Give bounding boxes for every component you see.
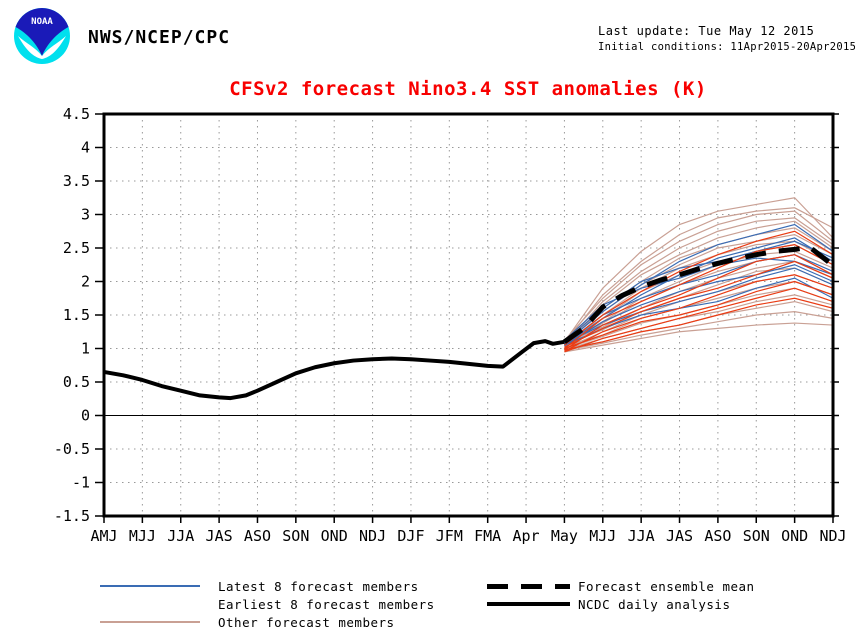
x-tick-label: FMA xyxy=(474,527,501,545)
legend-line-ncdc xyxy=(487,602,570,606)
ncdc-analysis-line xyxy=(103,339,565,401)
x-tick-label: NDJ xyxy=(359,527,386,545)
member-line-other xyxy=(563,197,833,343)
x-tick-label: MJJ xyxy=(589,527,616,545)
legend-label-latest: Latest 8 forecast members xyxy=(218,578,419,594)
x-tick-label: AMJ xyxy=(90,527,117,545)
x-tick-label: OND xyxy=(781,527,808,545)
member-line-earliest xyxy=(564,230,833,346)
legend-item-earliest-members: Earliest 8 forecast members xyxy=(100,595,435,613)
x-tick-label: ASO xyxy=(704,527,731,545)
x-tick-label: JJA xyxy=(628,527,655,545)
member-line-earliest xyxy=(564,287,833,353)
y-tick-label: 0.5 xyxy=(63,373,90,391)
y-tick-label: -1 xyxy=(72,474,90,492)
x-tick-label: May xyxy=(551,527,578,545)
noaa-logo-text: NOAA xyxy=(31,17,53,27)
x-tick-label: DJF xyxy=(397,527,424,545)
member-line-other xyxy=(564,220,833,343)
member-line-earliest xyxy=(564,260,833,348)
member-line-other xyxy=(564,260,833,344)
member-lines xyxy=(563,197,833,353)
y-tick-label: 3.5 xyxy=(63,172,90,190)
legend-label-other: Other forecast members xyxy=(218,614,395,630)
member-line-other xyxy=(564,311,833,352)
axis-ticks xyxy=(95,113,839,523)
x-tick-label: JJA xyxy=(167,527,194,545)
member-line-earliest xyxy=(564,274,833,352)
x-tick-label: JFM xyxy=(436,527,463,545)
agency-title: NWS/NCEP/CPC xyxy=(88,27,231,48)
legend-item-other-members: Other forecast members xyxy=(100,613,395,631)
initial-conditions-text: Initial conditions: 11Apr2015-20Apr2015 xyxy=(598,41,855,53)
legend-item-ncdc-analysis: NCDC daily analysis xyxy=(487,595,731,613)
member-line-other xyxy=(563,217,833,345)
y-tick-label: 2.5 xyxy=(63,239,90,257)
x-tick-label: NDJ xyxy=(819,527,846,545)
member-line-other xyxy=(564,322,833,353)
member-line-earliest xyxy=(564,280,833,350)
x-tick-label: OND xyxy=(321,527,348,545)
y-tick-label: 3 xyxy=(81,206,90,224)
member-line-earliest xyxy=(564,297,833,351)
last-update-text: Last update: Tue May 12 2015 xyxy=(598,24,815,38)
noaa-logo: NOAA xyxy=(14,8,70,64)
x-tick-label: JAS xyxy=(666,527,693,545)
member-line-latest xyxy=(564,257,833,341)
x-tick-label: SON xyxy=(743,527,770,545)
legend-line-ensemble-mean xyxy=(487,583,570,589)
member-line-earliest xyxy=(564,254,833,351)
y-tick-label: 4 xyxy=(81,139,90,157)
noaa-logo-gull xyxy=(18,36,66,59)
x-tick-label: SON xyxy=(282,527,309,545)
y-tick-label: 1 xyxy=(81,340,90,358)
legend-item-latest-members: Latest 8 forecast members xyxy=(100,577,419,595)
y-tick-label: 1.5 xyxy=(63,306,90,324)
y-tick-label: 4.5 xyxy=(63,105,90,123)
legend-line-latest xyxy=(100,585,200,587)
x-tick-label: MJJ xyxy=(129,527,156,545)
member-line-other xyxy=(563,210,833,341)
y-tick-label: -1.5 xyxy=(54,507,90,525)
axis-labels: -1.5 -1 -0.5 0 0.5 1 1.5 2 2.5 3 3.5 4 4.5 AMJ MJJ JJA J… xyxy=(54,105,847,545)
noaa-logo-sky xyxy=(15,8,69,56)
legend-item-ensemble-mean: Forecast ensemble mean xyxy=(487,577,755,595)
member-line-earliest xyxy=(564,244,833,349)
grid-lines xyxy=(104,114,833,516)
ensemble-mean-line xyxy=(562,244,833,344)
legend-label-ncdc: NCDC daily analysis xyxy=(578,596,731,612)
y-tick-label: 2 xyxy=(81,273,90,291)
x-tick-label: JAS xyxy=(206,527,233,545)
x-tick-label: ASO xyxy=(244,527,271,545)
chart-title: CFSv2 forecast Nino3.4 SST anomalies (K) xyxy=(229,78,707,100)
x-tick-label: Apr xyxy=(513,527,540,545)
legend-line-other xyxy=(100,621,200,623)
member-line-other xyxy=(563,207,833,344)
member-line-latest xyxy=(564,240,833,343)
legend-label-earliest: Earliest 8 forecast members xyxy=(218,596,435,612)
y-tick-label: 0 xyxy=(81,407,90,425)
member-line-latest xyxy=(564,223,833,344)
legend-label-ensemble-mean: Forecast ensemble mean xyxy=(578,578,755,594)
y-tick-label: -0.5 xyxy=(54,440,90,458)
